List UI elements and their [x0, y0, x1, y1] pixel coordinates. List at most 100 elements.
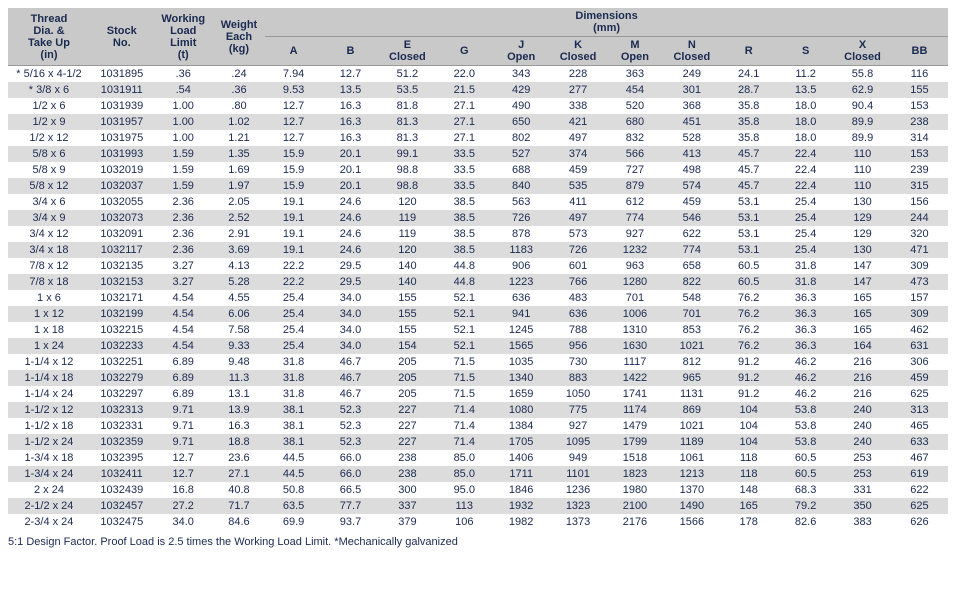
cell: 85.0 — [436, 466, 493, 482]
cell: 3.69 — [213, 242, 265, 258]
cell: 1032073 — [90, 210, 154, 226]
cell: 4.54 — [154, 322, 213, 338]
cell: 29.5 — [322, 258, 379, 274]
cell: 6.89 — [154, 370, 213, 386]
cell: 69.9 — [265, 514, 322, 530]
cell: 228 — [550, 66, 607, 83]
cell: 15.9 — [265, 178, 322, 194]
cell: 34.0 — [322, 322, 379, 338]
cell: 1-1/2 x 12 — [8, 402, 90, 418]
cell: 1741 — [607, 386, 664, 402]
table-row: 7/8 x 1210321353.274.1322.229.514044.890… — [8, 258, 948, 274]
footnote: 5:1 Design Factor. Proof Load is 2.5 tim… — [8, 536, 948, 548]
cell: 27.1 — [436, 130, 493, 146]
cell: 1-1/2 x 24 — [8, 434, 90, 450]
cell: 253 — [834, 466, 891, 482]
cell: 52.1 — [436, 338, 493, 354]
cell: 44.5 — [265, 466, 322, 482]
cell: 12.7 — [154, 450, 213, 466]
cell: 1.35 — [213, 146, 265, 162]
cell: 11.3 — [213, 370, 265, 386]
cell: 4.54 — [154, 306, 213, 322]
cell: 368 — [663, 98, 720, 114]
cell: 1518 — [607, 450, 664, 466]
cell: 46.2 — [777, 370, 834, 386]
cell: 13.5 — [777, 82, 834, 98]
cell: 153 — [891, 98, 948, 114]
cell: 52.3 — [322, 418, 379, 434]
cell: 44.8 — [436, 274, 493, 290]
cell: 429 — [493, 82, 550, 98]
cell: 148 — [720, 482, 777, 498]
cell: 53.1 — [720, 226, 777, 242]
cell: 216 — [834, 354, 891, 370]
cell: 216 — [834, 370, 891, 386]
cell: 227 — [379, 434, 436, 450]
cell: 85.0 — [436, 450, 493, 466]
cell: 76.2 — [720, 306, 777, 322]
cell: 1032475 — [90, 514, 154, 530]
cell: 178 — [720, 514, 777, 530]
cell: 927 — [607, 226, 664, 242]
cell: 7/8 x 18 — [8, 274, 90, 290]
cell: 1406 — [493, 450, 550, 466]
cell: 9.71 — [154, 418, 213, 434]
cell: 165 — [834, 322, 891, 338]
cell: 1370 — [663, 482, 720, 498]
cell: 6.89 — [154, 354, 213, 370]
cell: 1032091 — [90, 226, 154, 242]
cell: 12.7 — [154, 466, 213, 482]
cell: 7.94 — [265, 66, 322, 83]
cell: 490 — [493, 98, 550, 114]
cell: 165 — [720, 498, 777, 514]
table-row: 3/4 x 910320732.362.5219.124.611938.5726… — [8, 210, 948, 226]
cell: 6.89 — [154, 386, 213, 402]
cell: 1035 — [493, 354, 550, 370]
cell: 55.8 — [834, 66, 891, 83]
cell: 25.4 — [777, 242, 834, 258]
cell: 379 — [379, 514, 436, 530]
cell: 1032331 — [90, 418, 154, 434]
cell: 1384 — [493, 418, 550, 434]
cell: 71.5 — [436, 370, 493, 386]
cell: 9.71 — [154, 434, 213, 450]
cell: 27.1 — [436, 114, 493, 130]
cell: 205 — [379, 386, 436, 402]
cell: 99.1 — [379, 146, 436, 162]
cell: 18.0 — [777, 130, 834, 146]
cell: 822 — [663, 274, 720, 290]
cell: 62.9 — [834, 82, 891, 98]
table-row: 1 x 1810322154.547.5825.434.015552.11245… — [8, 322, 948, 338]
table-row: * 5/16 x 4-1/21031895.36.247.9412.751.22… — [8, 66, 948, 83]
cell: 650 — [493, 114, 550, 130]
cell: .36 — [154, 66, 213, 83]
cell: 1032215 — [90, 322, 154, 338]
cell: 25.4 — [777, 194, 834, 210]
cell: 1705 — [493, 434, 550, 450]
cell: 498 — [663, 162, 720, 178]
cell: 24.6 — [322, 242, 379, 258]
col-dim: B — [322, 37, 379, 66]
cell: 113 — [436, 498, 493, 514]
cell: 205 — [379, 370, 436, 386]
cell: 5/8 x 12 — [8, 178, 90, 194]
cell: 31.8 — [265, 370, 322, 386]
cell: 95.0 — [436, 482, 493, 498]
col-wll: WorkingLoadLimit(t) — [154, 8, 213, 66]
cell: 71.4 — [436, 418, 493, 434]
cell: 1823 — [607, 466, 664, 482]
cell: 22.4 — [777, 146, 834, 162]
cell: 1-1/4 x 12 — [8, 354, 90, 370]
cell: 1080 — [493, 402, 550, 418]
cell: 2-1/2 x 24 — [8, 498, 90, 514]
cell: 2.91 — [213, 226, 265, 242]
cell: 46.7 — [322, 386, 379, 402]
cell: 1711 — [493, 466, 550, 482]
cell: 38.1 — [265, 418, 322, 434]
cell: 1479 — [607, 418, 664, 434]
cell: .36 — [213, 82, 265, 98]
col-dimensions-group: Dimensions(mm) — [265, 8, 948, 37]
cell: 129 — [834, 226, 891, 242]
cell: 157 — [891, 290, 948, 306]
cell: 413 — [663, 146, 720, 162]
